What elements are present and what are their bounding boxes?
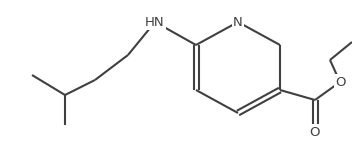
Text: N: N — [233, 15, 243, 29]
Text: O: O — [335, 76, 345, 88]
Text: HN: HN — [145, 15, 165, 29]
Text: O: O — [310, 126, 320, 138]
